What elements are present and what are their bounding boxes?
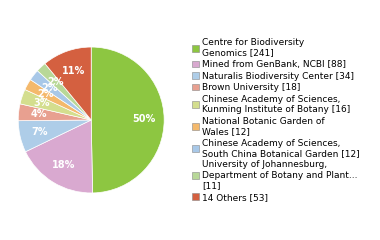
Text: 3%: 3% xyxy=(33,98,50,108)
Text: 7%: 7% xyxy=(32,127,48,137)
Text: 18%: 18% xyxy=(52,160,75,170)
Wedge shape xyxy=(25,80,91,120)
Wedge shape xyxy=(91,47,164,193)
Text: 2%: 2% xyxy=(41,83,58,93)
Text: 11%: 11% xyxy=(62,66,85,76)
Text: 2%: 2% xyxy=(37,90,54,99)
Wedge shape xyxy=(18,120,91,152)
Text: 2%: 2% xyxy=(47,77,63,87)
Wedge shape xyxy=(18,104,91,121)
Wedge shape xyxy=(37,64,91,120)
Legend: Centre for Biodiversity
Genomics [241], Mined from GenBank, NCBI [88], Naturalis: Centre for Biodiversity Genomics [241], … xyxy=(192,38,360,202)
Wedge shape xyxy=(45,47,91,120)
Text: 4%: 4% xyxy=(31,109,47,119)
Wedge shape xyxy=(20,90,91,120)
Wedge shape xyxy=(25,120,93,193)
Text: 50%: 50% xyxy=(132,114,155,125)
Wedge shape xyxy=(30,71,91,120)
